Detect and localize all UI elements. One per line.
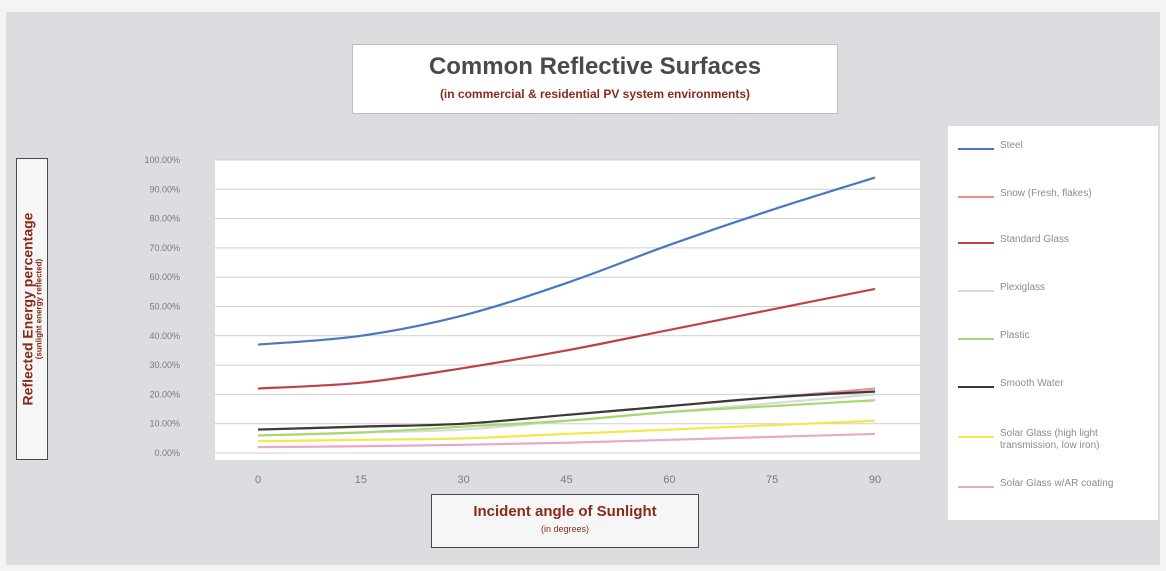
x-tick-label: 30 [458,474,470,486]
chart-subtitle: (in commercial & residential PV system e… [439,87,751,101]
x-axis-ticks: 0 15 30 45 60 75 90 [255,474,881,486]
x-axis-title-box: Incident angle of Sunlight (in degrees) [431,494,699,548]
y-tick-label: 80.00% [149,214,180,224]
legend-swatch [958,148,994,150]
legend-item: Plexiglass [948,276,1158,316]
chart-title: Common Reflective Surfaces [428,53,762,80]
y-tick-label: 20.00% [149,389,180,399]
x-tick-label: 75 [766,474,778,486]
legend-label: Steel [1000,140,1023,151]
series-line [257,176,876,346]
x-tick-label: 45 [560,474,572,486]
legend-label: Plastic [1000,330,1030,341]
legend: Steel Snow (Fresh, flakes) Standard Glass P… [948,126,1158,520]
legend-item: Snow (Fresh, flakes) [948,182,1158,222]
y-tick-label: 40.00% [149,331,180,341]
x-axis-title: Incident angle of Sunlight [473,503,657,520]
legend-item: Plastic [948,324,1158,364]
y-axis-ticks: 0.00% 10.00% 20.00% 30.00% 40.00% 50.00% 60.00… [144,155,180,458]
y-tick-label: 50.00% [149,302,180,312]
legend-item: Standard Glass [948,228,1158,268]
legend-swatch [958,290,994,292]
y-axis-title: Reflected Energy percentage [19,212,36,406]
x-tick-label: 0 [255,474,261,486]
legend-item: Solar Glass (high light transmission, lo… [948,422,1158,462]
y-axis-subtitle: (sunlight energy reflected) [34,258,44,360]
series-line [257,419,876,443]
series-line [257,390,876,431]
y-tick-label: 90.00% [149,184,180,194]
series-lines [257,176,876,449]
x-tick-label: 15 [355,474,367,486]
legend-item: Solar Glass w/AR coating [948,472,1158,512]
legend-item: Smooth Water [948,372,1158,412]
legend-label: Plexiglass [1000,282,1046,293]
legend-swatch [958,386,994,388]
y-tick-label: 70.00% [149,243,180,253]
x-tick-label: 90 [869,474,881,486]
y-axis-title-box: Reflected Energy percentage (sunlight en… [16,158,48,460]
legend-swatch [958,486,994,488]
legend-swatch [958,436,994,438]
y-tick-label: 60.00% [149,272,180,282]
gridlines [215,159,920,454]
y-tick-label: 0.00% [154,448,180,458]
legend-label: Standard Glass [1000,234,1069,245]
chart-title-box: Common Reflective Surfaces (in commercia… [352,44,838,114]
legend-item: Steel [948,134,1158,174]
series-line [257,399,876,437]
y-tick-label: 100.00% [144,155,180,165]
plot-area [215,160,920,460]
x-axis-subtitle: (in degrees) [540,524,590,534]
legend-swatch [958,196,994,198]
series-line [257,287,876,390]
legend-label: Smooth Water [1000,378,1064,389]
legend-label: Snow (Fresh, flakes) [1000,188,1092,199]
series-line [257,432,876,449]
legend-swatch [958,242,994,244]
legend-label: Solar Glass w/AR coating [1000,478,1114,489]
legend-swatch [958,338,994,340]
y-tick-label: 30.00% [149,360,180,370]
x-tick-label: 60 [663,474,675,486]
y-tick-label: 10.00% [149,419,180,429]
legend-label: Solar Glass (high light transmission, lo… [1000,428,1100,451]
